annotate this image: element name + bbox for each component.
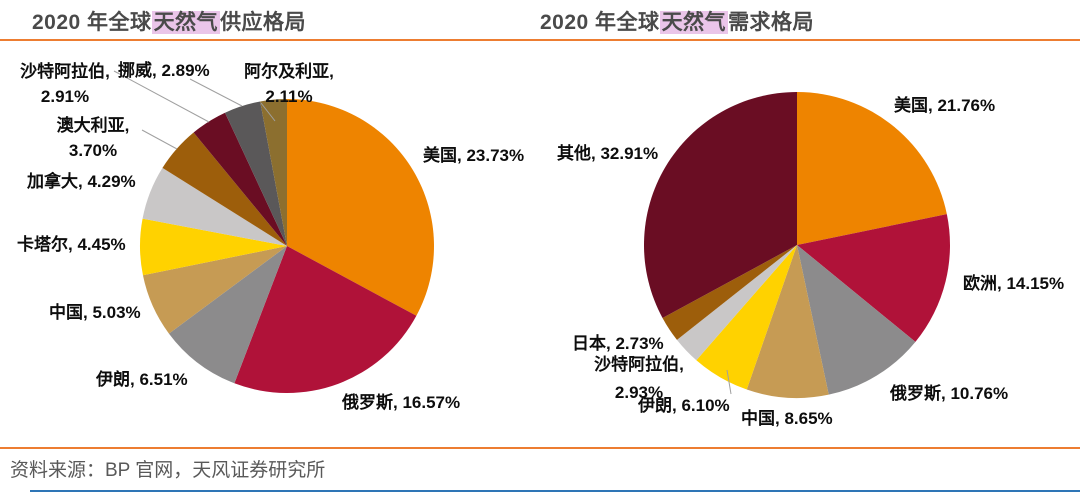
- label-supply-saudi-arabia: 沙特阿拉伯, 2.91%: [20, 62, 110, 106]
- supply-slice-0: [287, 99, 434, 316]
- label-demand-saudi-arabia: 沙特阿拉伯, 2.93%: [594, 355, 684, 402]
- label-demand-china: 中国, 8.65%: [741, 409, 833, 428]
- demand-slice-3: [746, 245, 829, 398]
- supply-slice-9: [260, 98, 287, 246]
- label-supply-china: 中国, 5.03%: [49, 303, 141, 322]
- label-supply-algeria: 阿尔及利亚, 2.11%: [244, 62, 334, 106]
- demand-title-suffix: 需求格局: [728, 11, 815, 34]
- leader-line: [260, 102, 276, 122]
- supply-title-highlight: 天然气: [151, 11, 221, 34]
- label-demand-usa: 美国, 21.76%: [894, 96, 996, 115]
- supply-title-prefix: 2020 年全球: [32, 11, 152, 34]
- leader-line: [113, 70, 210, 123]
- label-supply-usa: 美国, 23.73%: [423, 146, 525, 165]
- header-divider-line: [0, 39, 1080, 41]
- demand-chart-title: 2020 年全球天然气需求格局: [540, 6, 814, 36]
- label-demand-europe: 欧洲, 14.15%: [963, 274, 1065, 293]
- bottom-blue-rule: [30, 490, 1080, 492]
- leader-line: [189, 78, 243, 107]
- label-demand-japan: 日本, 2.73%: [572, 334, 664, 353]
- leader-line: [141, 129, 178, 150]
- label-demand-russia: 俄罗斯, 10.76%: [890, 384, 1009, 403]
- source-note: 资料来源：BP 官网，天风证券研究所: [10, 460, 326, 481]
- demand-slice-5: [676, 245, 797, 361]
- label-supply-australia: 澳大利亚, 3.70%: [56, 116, 130, 160]
- demand-slice-0: [797, 92, 947, 245]
- supply-chart-title: 2020 年全球天然气供应格局: [32, 6, 306, 36]
- supply-slice-3: [142, 246, 287, 334]
- supply-slice-4: [139, 218, 287, 276]
- leader-line: [726, 369, 732, 395]
- label-supply-iran: 伊朗, 6.51%: [96, 370, 188, 389]
- demand-slice-2: [797, 245, 916, 395]
- supply-slice-8: [225, 101, 287, 246]
- supply-slice-6: [162, 132, 287, 246]
- supply-slice-1: [234, 246, 417, 393]
- label-supply-norway: 挪威, 2.89%: [118, 61, 210, 80]
- demand-slice-6: [662, 245, 797, 340]
- label-supply-qatar: 卡塔尔, 4.45%: [17, 235, 126, 254]
- supply-slice-7: [193, 112, 287, 246]
- supply-slice-5: [142, 167, 287, 246]
- demand-slice-4: [696, 245, 797, 390]
- label-demand-iran: 伊朗, 6.10%: [638, 396, 730, 415]
- demand-title-prefix: 2020 年全球: [540, 11, 660, 34]
- footer-divider-line: [0, 447, 1080, 449]
- supply-slice-2: [168, 246, 287, 384]
- label-supply-canada: 加拿大, 4.29%: [27, 172, 136, 191]
- demand-slice-7: [644, 92, 797, 318]
- demand-slice-1: [797, 214, 950, 342]
- label-demand-others: 其他, 32.91%: [557, 144, 659, 163]
- label-supply-russia: 俄罗斯, 16.57%: [342, 393, 461, 412]
- supply-title-suffix: 供应格局: [220, 11, 307, 34]
- demand-title-highlight: 天然气: [659, 11, 729, 34]
